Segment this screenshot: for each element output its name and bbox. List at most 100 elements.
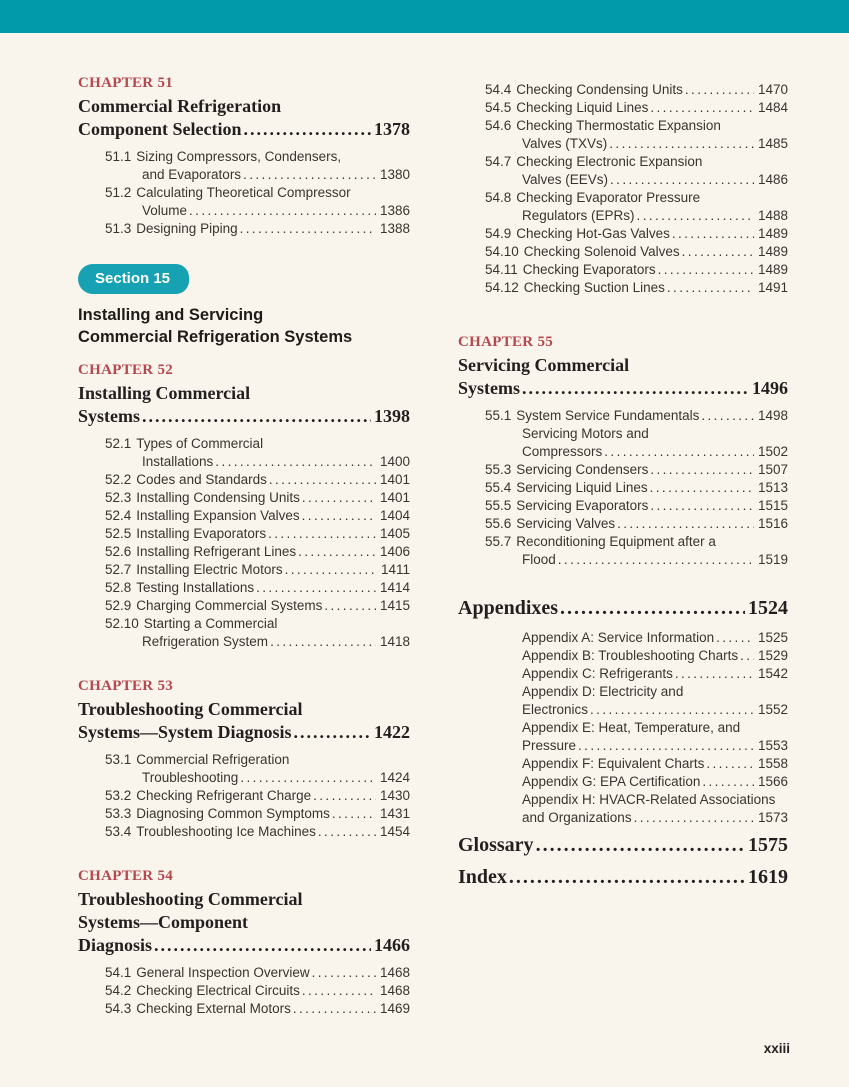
chapter-title: Troubleshooting Commercial Systems—System… — [78, 698, 410, 744]
entry-text: System Service Fundamentals — [516, 408, 700, 423]
chapter-block: CHAPTER 52 Installing Commercial Systems 13… — [78, 361, 410, 651]
entry-page-number: 1507 — [757, 462, 788, 477]
leader-dots — [560, 595, 745, 622]
entry-row: and Evaporators 1380 — [78, 166, 410, 184]
leader-dots — [302, 982, 376, 1000]
entry-text: Installing Condensing Units — [136, 490, 300, 505]
entry-row: Valves (EEVs) 1486 — [458, 171, 788, 189]
entry-text: Pressure — [522, 738, 577, 753]
toc-left-column: CHAPTER 51 Commercial Refrigeration Compon… — [78, 74, 410, 1018]
entry-row: 54.1 General Inspection Overview 1468 — [78, 964, 410, 982]
entry-page-number: 1513 — [757, 480, 788, 495]
entry-text: Reconditioning Equipment after a — [516, 534, 716, 549]
entry-number: 51.1 — [105, 149, 132, 164]
entry-page-number: 1386 — [379, 203, 410, 218]
entry-text: Servicing Motors and — [522, 426, 649, 441]
leader-dots — [189, 202, 376, 220]
entry-row: Appendix H: HVACR-Related Associations — [458, 791, 788, 809]
entry-row: 51.1 Sizing Compressors, Condensers, — [78, 148, 410, 166]
entry-page-number: 1388 — [379, 221, 410, 236]
chapter-title-line: Servicing Commercial — [458, 355, 630, 375]
leader-dots — [293, 1000, 376, 1018]
entry-text: Checking Evaporator Pressure — [516, 190, 701, 205]
leader-dots — [637, 207, 754, 225]
backmatter-title: Appendixes — [458, 597, 559, 619]
section-title-line: Commercial Refrigeration Systems — [78, 328, 353, 346]
entry-text: Calculating Theoretical Compressor — [136, 185, 351, 200]
entry-text: Checking Solenoid Valves — [523, 244, 680, 259]
entry-text: Installing Evaporators — [136, 526, 267, 541]
chapter-title-line: Systems 1398 — [78, 405, 410, 428]
toc-entry: 52.9 Charging Commercial Systems 1415 — [78, 597, 410, 615]
chapter-title-line: Troubleshooting Commercial — [78, 889, 303, 909]
toc-entry: Appendix F: Equivalent Charts 1558 — [458, 755, 788, 773]
entry-text: Checking Evaporators — [522, 262, 656, 277]
entry-text: Checking Refrigerant Charge — [136, 788, 312, 803]
toc-entry: 54.4 Checking Condensing Units 1470 — [458, 81, 788, 99]
entry-text: Checking Suction Lines — [523, 280, 665, 295]
entry-text: Troubleshooting Ice Machines — [136, 824, 316, 839]
leader-dots — [740, 647, 754, 665]
entry-row: 52.1 Types of Commercial — [78, 435, 410, 453]
backmatter-page-number: 1619 — [748, 866, 788, 888]
leader-dots — [706, 755, 754, 773]
leader-dots — [650, 497, 754, 515]
chapter-page-number: 1496 — [752, 378, 788, 398]
entry-number: 54.2 — [105, 983, 132, 998]
leader-dots — [672, 225, 754, 243]
entry-row: Volume 1386 — [78, 202, 410, 220]
entry-text: Testing Installations — [136, 580, 255, 595]
entry-page-number: 1525 — [757, 630, 788, 645]
entry-page-number: 1431 — [379, 806, 410, 821]
toc-entry: Appendix H: HVACR-Related Associations an… — [458, 791, 788, 827]
toc-entry: 55.7 Reconditioning Equipment after a Floo… — [458, 533, 788, 569]
entry-page-number: 1418 — [379, 634, 410, 649]
entry-row: and Organizations 1573 — [458, 809, 788, 827]
leader-dots — [716, 629, 754, 647]
entry-text: Checking Electronic Expansion — [516, 154, 703, 169]
entry-row: Troubleshooting 1424 — [78, 769, 410, 787]
entry-page-number: 1573 — [757, 810, 788, 825]
toc-entry: 55.5 Servicing Evaporators 1515 — [458, 497, 788, 515]
chapter-page-number: 1378 — [374, 119, 410, 139]
toc-entry: 54.11 Checking Evaporators 1489 — [458, 261, 788, 279]
leader-dots — [215, 453, 376, 471]
toc-entry: 54.7 Checking Electronic Expansion Valves … — [458, 153, 788, 189]
leader-dots — [509, 864, 745, 891]
toc-entry: 55.6 Servicing Valves 1516 — [458, 515, 788, 533]
chapter-title: Troubleshooting Commercial Systems—Compon… — [78, 888, 410, 957]
toc-entry: 54.2 Checking Electrical Circuits 1468 — [78, 982, 410, 1000]
entry-text: Servicing Evaporators — [516, 498, 649, 513]
leader-dots — [617, 515, 754, 533]
entry-row: 53.4 Troubleshooting Ice Machines 1454 — [78, 823, 410, 841]
toc-entry: Appendix G: EPA Certification 1566 — [458, 773, 788, 791]
chapter-title-text: Component Selection — [78, 119, 242, 139]
toc-entry: 52.4 Installing Expansion Valves 1404 — [78, 507, 410, 525]
entry-row: 55.7 Reconditioning Equipment after a — [458, 533, 788, 551]
leader-dots — [270, 633, 376, 651]
entry-text: Commercial Refrigeration — [136, 752, 290, 767]
entry-number: 54.1 — [105, 965, 132, 980]
toc-right-column: 54.4 Checking Condensing Units 1470 54.5 Che… — [458, 74, 788, 891]
chapter-title-line: Systems 1496 — [458, 377, 788, 400]
entry-page-number: 1515 — [757, 498, 788, 513]
leader-dots — [634, 809, 754, 827]
leader-dots — [650, 479, 754, 497]
backmatter-heading: Appendixes 1524 — [458, 595, 788, 622]
leader-dots — [701, 407, 754, 425]
entry-text: Volume — [142, 203, 188, 218]
chapter-label: CHAPTER 54 — [78, 868, 174, 884]
entry-page-number: 1401 — [379, 472, 410, 487]
entry-text: Checking Electrical Circuits — [136, 983, 300, 998]
entry-row: 52.4 Installing Expansion Valves 1404 — [78, 507, 410, 525]
entry-page-number: 1552 — [757, 702, 788, 717]
leader-dots — [578, 737, 754, 755]
top-accent-bar — [0, 0, 849, 33]
entry-number: 52.4 — [105, 508, 132, 523]
entry-number: 54.4 — [485, 82, 512, 97]
entry-text: Troubleshooting — [142, 770, 239, 785]
entry-page-number: 1380 — [379, 167, 410, 182]
section-title: Installing and Servicing Commercial Refri… — [78, 304, 410, 348]
entry-number: 52.6 — [105, 544, 132, 559]
toc-entry: 55.3 Servicing Condensers 1507 — [458, 461, 788, 479]
